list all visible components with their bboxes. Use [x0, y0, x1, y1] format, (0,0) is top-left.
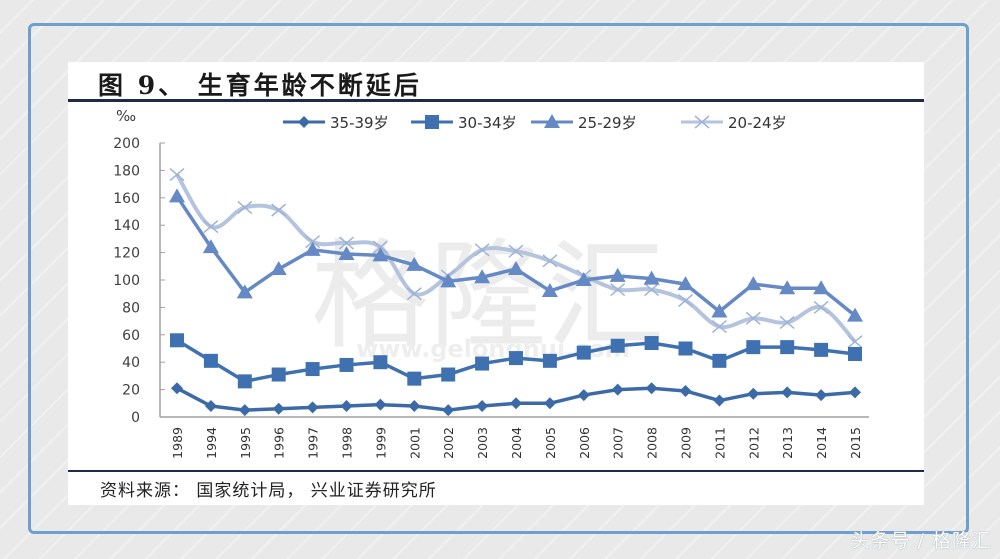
y-tick-label: 80 [122, 300, 140, 316]
x-tick-label: 1994 [204, 427, 219, 459]
svg-text:35-39岁: 35-39岁 [330, 114, 389, 132]
source-note: 资料来源： 国家统计局， 兴业证券研究所 [100, 481, 437, 501]
x-tick-label: 1995 [238, 427, 253, 459]
y-tick-label: 0 [131, 410, 140, 426]
y-tick-label: 20 [122, 383, 140, 399]
x-tick-label: 2012 [746, 427, 761, 459]
x-tick-label: 2006 [577, 427, 592, 459]
svg-text:25-29岁: 25-29岁 [578, 114, 637, 132]
y-axis-unit: ‰ [116, 107, 136, 125]
slide-frame [28, 23, 969, 534]
x-tick-label: 2011 [712, 427, 727, 459]
svg-text:30-34岁: 30-34岁 [458, 114, 517, 132]
series-20-24岁 [169, 167, 863, 349]
x-tick-label: 1999 [373, 427, 388, 459]
y-tick-label: 120 [113, 246, 140, 262]
x-tick-label: 2009 [679, 427, 694, 459]
x-tick-label: 2005 [543, 427, 558, 459]
x-tick-label: 2015 [848, 427, 863, 459]
legend-item-35-39岁: 35-39岁 [283, 114, 389, 132]
title-divider [68, 99, 924, 102]
y-tick-label: 60 [122, 328, 140, 344]
series-25-29岁 [169, 188, 863, 322]
x-tick-label: 2013 [780, 427, 795, 459]
x-tick-label: 2001 [407, 427, 422, 459]
x-tick-label: 2004 [509, 427, 524, 459]
x-tick-label: 1997 [306, 427, 321, 459]
legend-item-20-24岁: 20-24岁 [681, 114, 787, 132]
x-tick-label: 2014 [814, 427, 829, 459]
x-tick-label: 1989 [170, 427, 185, 459]
y-tick-label: 180 [113, 163, 140, 179]
svg-text:20-24岁: 20-24岁 [728, 114, 787, 132]
series-30-34岁 [170, 333, 862, 389]
line-chart: 格隆汇www.gelonghui.com‰0204060801001201401… [113, 107, 869, 459]
y-tick-label: 100 [113, 273, 140, 289]
figure-card: 图 9、 生育年龄不断延后 格隆汇 www.gelonghui.com ‰ 0 20 40… [68, 62, 924, 505]
x-tick-label: 2008 [645, 427, 660, 459]
source-divider [68, 470, 924, 472]
y-tick-label: 40 [122, 355, 140, 371]
legend-item-25-29岁: 25-29岁 [531, 114, 637, 132]
y-tick-label: 200 [113, 136, 140, 152]
y-tick-label: 160 [113, 191, 140, 207]
y-tick-label: 140 [113, 218, 140, 234]
x-tick-label: 2007 [611, 427, 626, 459]
x-tick-label: 2002 [441, 427, 456, 459]
figure-title: 图 9、 生育年龄不断延后 [98, 71, 422, 100]
footer-watermark: 头条号 / 格隆汇 [850, 530, 992, 552]
x-tick-label: 2003 [475, 427, 490, 459]
legend-item-30-34岁: 30-34岁 [411, 114, 517, 132]
series-35-39岁 [171, 382, 861, 417]
x-tick-label: 1996 [272, 427, 287, 459]
x-tick-label: 1998 [340, 427, 355, 459]
